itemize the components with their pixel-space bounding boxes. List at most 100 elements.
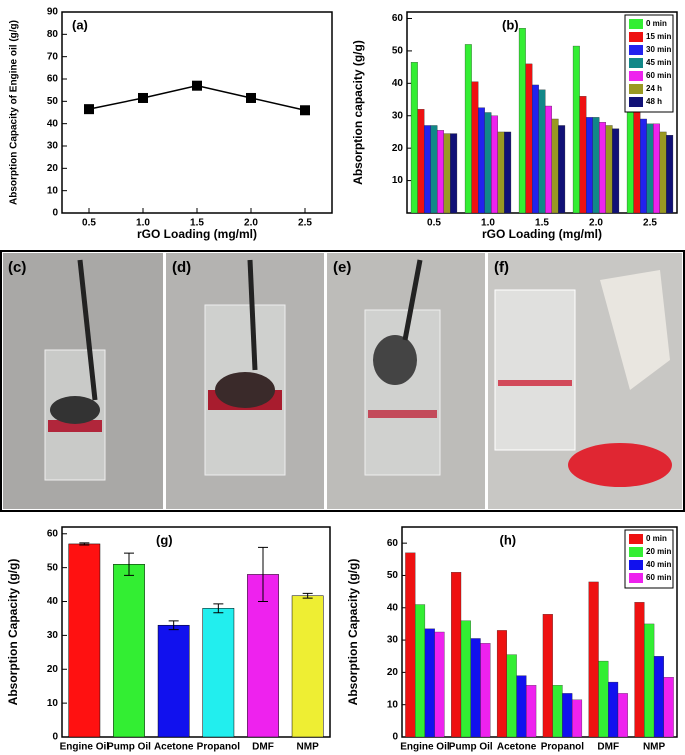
photo-label: (f) — [494, 259, 509, 276]
bar — [497, 131, 505, 214]
y-tick-label: 30 — [387, 635, 399, 646]
legend-swatch — [629, 45, 643, 55]
y-axis-label: Absorption Capacity of Engine oil (g/g) — [9, 20, 20, 205]
bar — [496, 630, 507, 738]
photo-c: (c) — [3, 253, 163, 509]
y-tick-label: 40 — [387, 602, 399, 613]
bar — [532, 84, 539, 214]
photo-label: (d) — [172, 259, 191, 276]
bar — [612, 128, 620, 214]
error-bar — [124, 552, 134, 576]
y-tick-label: 60 — [387, 538, 399, 549]
y-tick-label: 70 — [47, 51, 59, 62]
plot-frame — [61, 526, 331, 738]
bar — [405, 552, 416, 738]
bar — [526, 685, 537, 738]
y-tick-label: 50 — [47, 562, 59, 573]
bar — [608, 681, 619, 738]
bar — [598, 660, 609, 738]
bar — [68, 543, 101, 738]
marker — [192, 80, 202, 91]
legend-swatch — [629, 547, 643, 557]
bar — [478, 107, 485, 214]
bar — [415, 604, 426, 738]
y-tick-label: 0 — [392, 732, 398, 743]
bar — [430, 125, 438, 214]
legend-swatch — [629, 71, 643, 81]
legend-swatch — [629, 58, 643, 68]
plot-frame — [61, 11, 333, 214]
marker — [138, 92, 148, 103]
x-tick-label: 0.5 — [82, 218, 96, 229]
bar — [451, 572, 462, 738]
y-axis-label: Absorption Capacity (g/g) — [6, 559, 20, 706]
bar — [480, 643, 491, 738]
y-tick-label: 60 — [47, 528, 59, 539]
photo-label: (c) — [8, 259, 26, 276]
bar — [471, 81, 479, 214]
chart-a: 0 10 20 30 40 50 60 70 80 90 Absorption Capacity o… — [9, 7, 333, 241]
panel-label: (a) — [72, 17, 88, 32]
x-tick-label: 2.0 — [244, 218, 258, 229]
y-tick-label: 20 — [47, 664, 59, 675]
bar — [542, 614, 553, 738]
bar — [525, 63, 533, 214]
legend-label: 15 min — [646, 32, 671, 41]
chart-b: 10 20 30 40 50 60 Absorption capacity (g/g) rGO… — [351, 11, 678, 241]
x-tick-label: 1.5 — [190, 218, 204, 229]
bar — [464, 44, 472, 214]
bar — [605, 125, 613, 214]
x-tick-label: Pump Oil — [449, 742, 493, 753]
x-tick-label: Engine Oil — [400, 742, 450, 753]
legend-label: 45 min — [646, 58, 671, 67]
y-tick-label: 10 — [47, 698, 59, 709]
bar — [644, 623, 655, 738]
y-axis-label: Absorption Capacity (g/g) — [346, 559, 360, 706]
marker — [300, 105, 310, 116]
y-tick-label: 40 — [47, 596, 59, 607]
bar — [588, 581, 599, 738]
bar — [545, 105, 552, 214]
legend-swatch — [629, 534, 643, 544]
bar — [518, 28, 526, 214]
x-tick-label: 1.0 — [136, 218, 150, 229]
legend-label: 30 min — [646, 45, 671, 54]
bar — [202, 608, 235, 738]
x-tick-label: 2.5 — [298, 218, 312, 229]
error-bar — [168, 620, 179, 631]
bar — [538, 89, 546, 214]
bar — [633, 102, 641, 214]
bar — [437, 130, 444, 214]
chart-g: 0 10 20 30 40 50 60 Absorption Capacity (g/g) (g… — [6, 526, 331, 753]
legend-swatch — [629, 97, 643, 107]
plot-frame — [401, 526, 678, 738]
bar — [516, 675, 527, 738]
x-tick-label: DMF — [597, 742, 619, 753]
bar — [113, 564, 145, 738]
y-tick-label: 0 — [52, 732, 58, 743]
bar — [653, 123, 660, 214]
panel-label: (g) — [156, 532, 173, 547]
error-bar — [258, 546, 268, 603]
bar — [640, 118, 647, 214]
error-bar — [79, 542, 90, 546]
y-tick-label: 80 — [47, 29, 59, 40]
error-bar — [213, 603, 224, 614]
y-tick-label: 20 — [47, 163, 59, 174]
y-tick-label: 40 — [392, 78, 404, 89]
bar — [410, 62, 418, 214]
legend-label: 0 min — [646, 534, 667, 543]
x-tick-label: 2.5 — [643, 218, 657, 229]
x-tick-label: NMP — [297, 742, 320, 753]
bar — [506, 654, 517, 738]
bar — [617, 693, 628, 738]
bar — [562, 693, 573, 738]
y-tick-label: 20 — [387, 667, 399, 678]
legend-swatch — [629, 573, 643, 583]
x-tick-label: Acetone — [154, 742, 194, 753]
x-tick-label: 1.0 — [481, 218, 495, 229]
y-tick-label: 50 — [47, 96, 59, 107]
bar — [634, 602, 645, 738]
x-axis-label: rGO Loading (mg/ml) — [137, 227, 257, 241]
